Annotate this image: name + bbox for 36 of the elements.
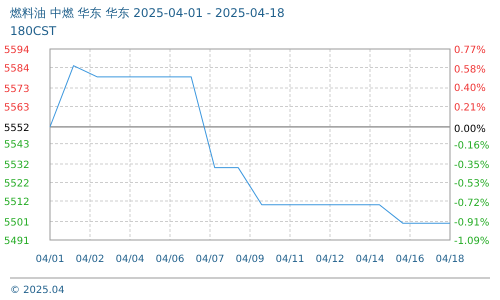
xtick: 04/12: [316, 254, 344, 265]
y2tick: 0.21%: [454, 102, 486, 114]
ytick: 5532: [4, 160, 30, 171]
ytick: 5491: [4, 236, 30, 247]
xtick: 04/16: [396, 254, 424, 265]
y2tick: 0.58%: [454, 64, 486, 76]
subtitle: 180CST: [10, 24, 56, 38]
ytick: 5552: [4, 122, 30, 134]
y2tick: 0.77%: [454, 45, 486, 56]
ytick: 5584: [4, 64, 30, 75]
ytick: 5563: [4, 102, 30, 114]
y2tick: -0.35%: [454, 160, 490, 171]
xtick: 04/14: [356, 254, 384, 265]
xtick: 04/07: [196, 254, 224, 265]
annotation: © 2025.04: [10, 285, 65, 296]
y2tick: -1.09%: [454, 236, 490, 247]
ytick: 5573: [4, 84, 30, 95]
xtick: 04/01: [36, 254, 64, 265]
ytick: 5594: [4, 45, 30, 56]
xtick: 04/18: [436, 254, 464, 265]
y2tick: -0.72%: [454, 198, 490, 209]
ytick: 5512: [4, 197, 30, 208]
xtick: 04/09: [236, 254, 264, 265]
title: 燃料油 中燃 华东 华东 2025-04-01 - 2025-04-18: [10, 6, 285, 20]
y2tick: -0.53%: [454, 178, 490, 190]
y2tick: -0.16%: [454, 140, 490, 152]
y2tick: -0.91%: [454, 218, 490, 229]
ytick: 5522: [4, 178, 30, 190]
xtick: 04/11: [276, 254, 304, 265]
xtick: 04/06: [156, 254, 184, 265]
y2tick: 0.00%: [454, 124, 486, 136]
xtick: 04/02: [76, 254, 104, 265]
ytick: 5543: [4, 140, 30, 151]
ytick: 5501: [4, 217, 30, 228]
xtick: 04/04: [116, 254, 144, 265]
y2tick: 0.40%: [454, 83, 486, 94]
